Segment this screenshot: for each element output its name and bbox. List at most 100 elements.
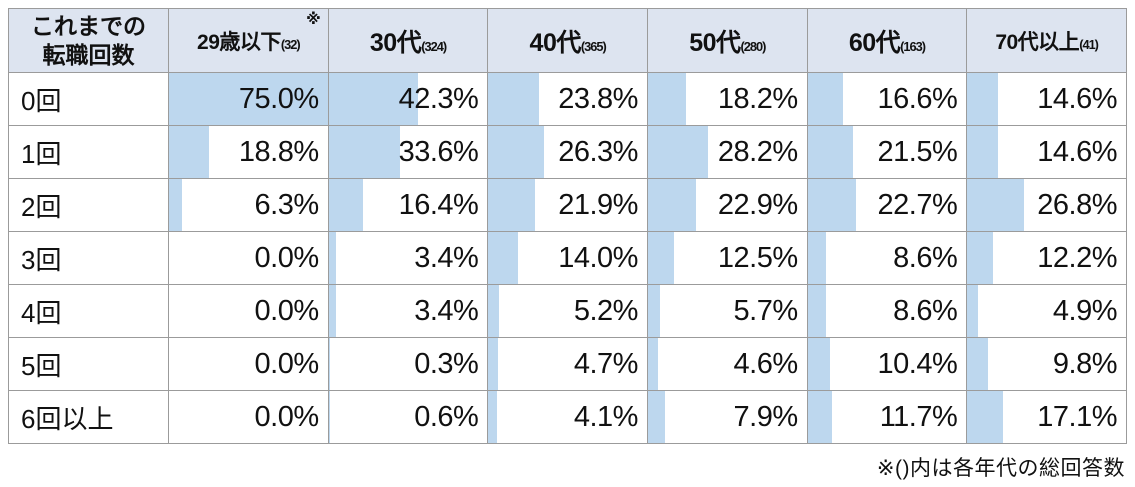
value-cell: 23.8%: [487, 72, 648, 126]
row-label: 3回: [8, 231, 169, 285]
value-cell: 22.9%: [646, 178, 808, 232]
data-bar: [967, 73, 999, 125]
percent-value: 33.6%: [398, 135, 479, 168]
value-cell: 4.6%: [646, 337, 808, 391]
corner-header-line2: 転職回数: [42, 41, 135, 68]
data-bar: [648, 391, 665, 443]
data-bar: [329, 126, 400, 178]
value-cell: 33.6%: [327, 125, 489, 179]
data-bar: [488, 232, 518, 284]
row-label: 5回: [8, 337, 169, 391]
row-label: 1回: [8, 125, 169, 179]
value-cell: 0.6%: [327, 390, 489, 444]
value-cell: 21.9%: [487, 178, 648, 232]
value-cell: 0.0%: [168, 284, 329, 338]
percent-value: 9.8%: [1052, 347, 1118, 380]
data-bar: [329, 391, 330, 443]
column-header-label: 30代: [369, 28, 422, 57]
value-cell: 22.7%: [806, 178, 968, 232]
value-cell: 0.0%: [168, 337, 329, 391]
corner-header-line1: これまでの: [31, 13, 146, 40]
data-bar: [808, 179, 856, 231]
percent-value: 4.6%: [733, 347, 799, 380]
column-header-label: 40代: [529, 28, 582, 57]
table-row-6plus-changes: 6回以上 0.0% 0.6% 4.1% 7.9% 11.7% 17.1%: [8, 390, 1127, 444]
row-label: 6回以上: [8, 390, 169, 444]
column-header-count: (41): [1079, 36, 1099, 52]
data-bar: [488, 338, 499, 390]
percent-value: 21.5%: [877, 135, 958, 168]
value-cell: 4.1%: [487, 390, 648, 444]
column-header-50s: 50代(280): [646, 8, 808, 73]
value-cell: 3.4%: [327, 231, 489, 285]
value-cell: 12.2%: [966, 231, 1127, 285]
job-change-by-age-table: これまでの 転職回数 ※ 29歳以下(32) 30代(324) 40代(365)…: [8, 8, 1127, 444]
percent-value: 0.0%: [254, 294, 320, 327]
percent-value: 18.2%: [717, 82, 798, 115]
percent-value: 16.4%: [398, 188, 479, 221]
percent-value: 16.6%: [877, 82, 958, 115]
header-row: これまでの 転職回数 ※ 29歳以下(32) 30代(324) 40代(365)…: [8, 8, 1127, 73]
table-row-2-changes: 2回 6.3% 16.4% 21.9% 22.9% 22.7% 26.8%: [8, 178, 1127, 232]
value-cell: 75.0%: [168, 72, 329, 126]
value-cell: 5.7%: [646, 284, 808, 338]
table-row-4-changes: 4回 0.0% 3.4% 5.2% 5.7% 8.6% 4.9%: [8, 284, 1127, 338]
value-cell: 0.3%: [327, 337, 489, 391]
percent-value: 8.6%: [893, 241, 958, 274]
value-cell: 4.7%: [487, 337, 648, 391]
percent-value: 23.8%: [558, 82, 638, 115]
footnote-mark-icon: ※: [306, 11, 321, 28]
value-cell: 12.5%: [646, 231, 808, 285]
value-cell: 0.0%: [168, 231, 329, 285]
percent-value: 12.2%: [1037, 241, 1117, 274]
column-header-count: (324): [421, 38, 447, 54]
value-cell: 9.8%: [966, 337, 1127, 391]
percent-value: 18.8%: [238, 135, 319, 168]
value-cell: 18.8%: [168, 125, 329, 179]
percent-value: 12.5%: [717, 241, 798, 274]
data-bar: [808, 391, 833, 443]
data-bar: [169, 126, 209, 178]
percent-value: 0.0%: [254, 347, 320, 380]
data-bar: [648, 338, 658, 390]
data-bar: [967, 285, 978, 337]
column-header-label: 50代: [689, 28, 741, 57]
data-bar: [329, 338, 330, 390]
data-bar: [648, 179, 697, 231]
data-bar: [967, 179, 1024, 231]
percent-value: 6.3%: [254, 188, 320, 221]
data-bar: [967, 126, 999, 178]
data-bar: [648, 232, 675, 284]
column-header-count: (32): [280, 36, 301, 52]
table-row-1-change: 1回 18.8% 33.6% 26.3% 28.2% 21.5% 14.6%: [8, 125, 1127, 179]
row-label: 4回: [8, 284, 169, 338]
value-cell: 28.2%: [646, 125, 808, 179]
percent-value: 4.9%: [1052, 294, 1118, 327]
value-cell: 18.2%: [646, 72, 808, 126]
value-cell: 3.4%: [327, 284, 489, 338]
data-bar: [488, 126, 544, 178]
column-header-60s: 60代(163): [806, 8, 968, 73]
percent-value: 5.2%: [573, 294, 639, 327]
percent-value: 4.7%: [573, 347, 639, 380]
value-cell: 5.2%: [487, 284, 648, 338]
column-header-40s: 40代(365): [487, 8, 648, 73]
data-bar: [648, 285, 661, 337]
percent-value: 42.3%: [398, 82, 479, 115]
percent-value: 10.4%: [877, 347, 958, 380]
data-bar: [808, 126, 854, 178]
percent-value: 7.9%: [733, 400, 799, 433]
percent-value: 0.3%: [414, 347, 479, 380]
data-bar: [488, 179, 535, 231]
percent-value: 17.1%: [1037, 400, 1117, 433]
percent-value: 0.6%: [414, 400, 479, 433]
percent-value: 28.2%: [717, 135, 798, 168]
value-cell: 16.6%: [806, 72, 968, 126]
data-bar: [329, 232, 336, 284]
column-header-70plus: 70代以上(41): [966, 8, 1127, 73]
data-bar: [808, 285, 826, 337]
percent-value: 3.4%: [414, 294, 479, 327]
percent-value: 14.0%: [558, 241, 638, 274]
corner-header: これまでの 転職回数: [8, 8, 169, 73]
